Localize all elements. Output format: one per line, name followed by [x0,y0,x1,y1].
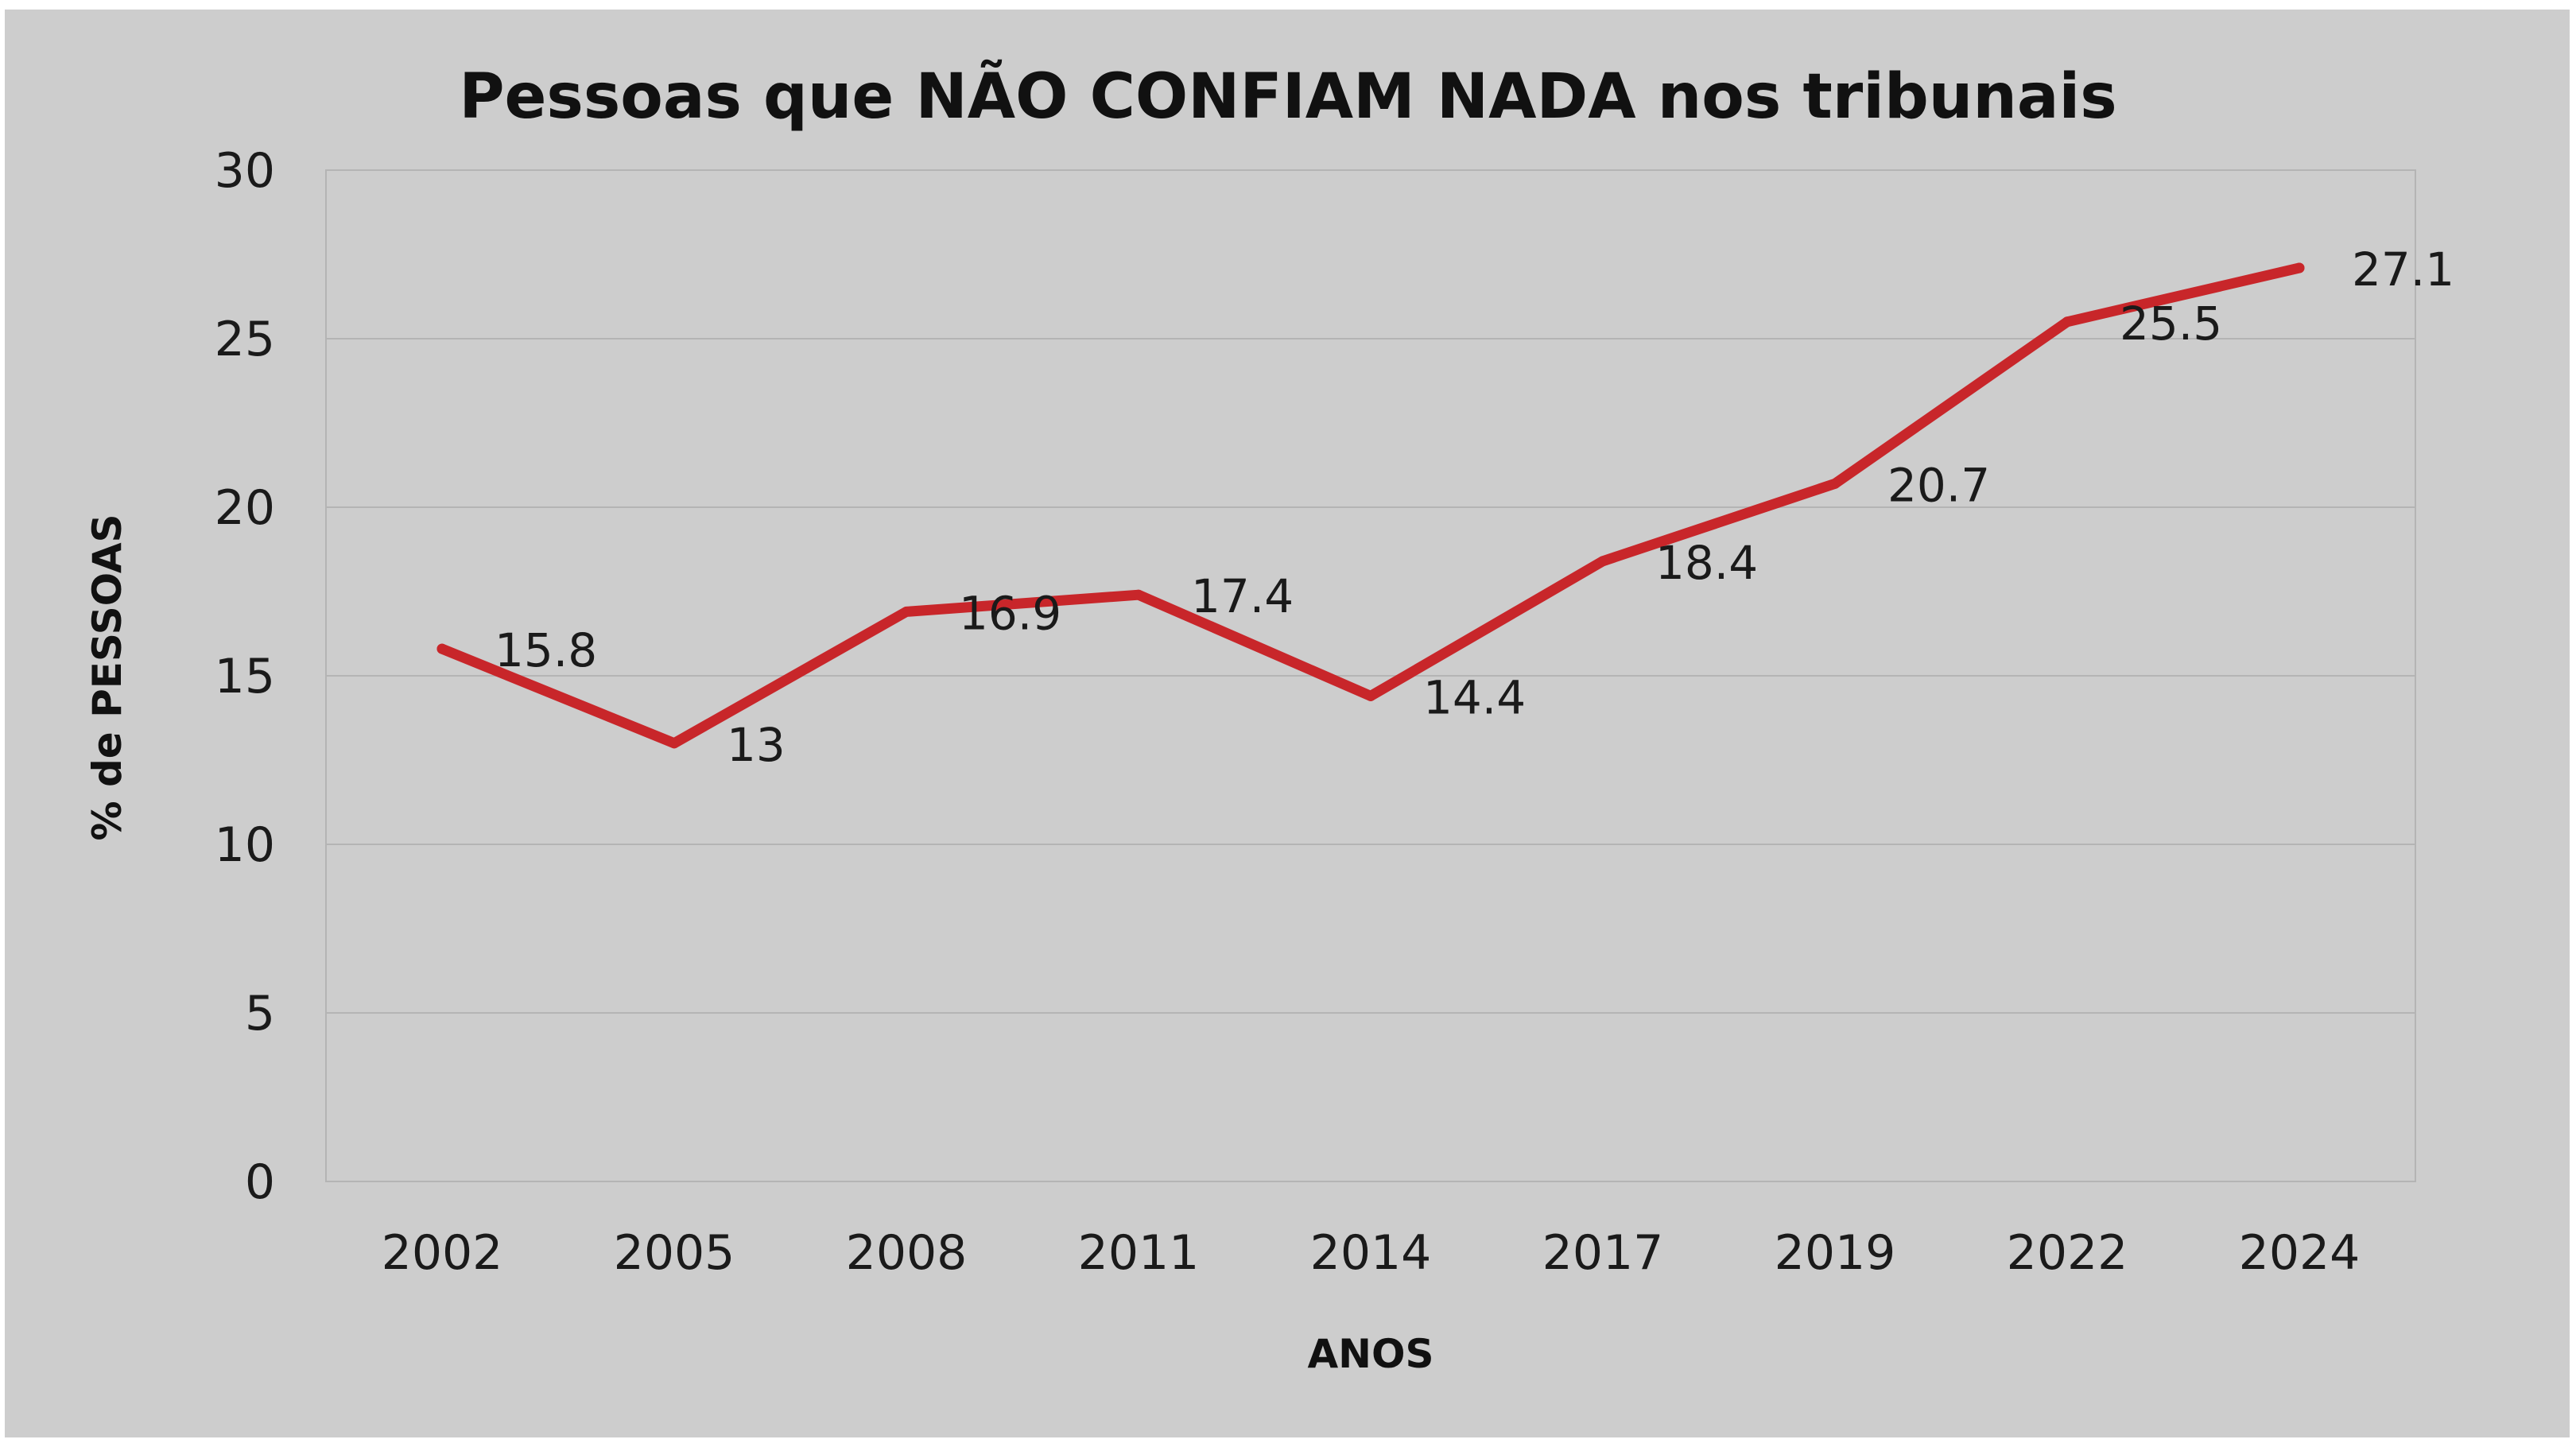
data-point [1133,589,1144,600]
data-point [436,643,448,654]
series [436,262,2305,749]
y-tick-label: 10 [215,817,275,873]
data-point [1597,556,1608,567]
x-tick-label: 2019 [1775,1225,1896,1281]
data-point [901,606,912,617]
x-axis-ticks: 2002 2005 2008 2011 2014 2017 2019 2022 2024 [382,1225,2361,1281]
data-labels: 15.8 13 16.9 17.4 14.4 18.4 20.7 25.5 27.1 [495,242,2454,772]
data-label: 14.4 [1423,670,1526,724]
x-tick-label: 2014 [1310,1225,1432,1281]
x-tick-label: 2022 [2007,1225,2128,1281]
data-label: 17.4 [1191,569,1294,623]
y-tick-label: 30 [215,143,275,199]
data-label: 16.9 [959,586,1061,640]
x-axis-title: ANOS [1307,1331,1433,1377]
x-tick-label: 2002 [382,1225,503,1281]
plot-area [325,169,2416,1182]
y-axis-title: % de PESSOAS [84,514,130,840]
data-point [1365,690,1376,701]
y-axis-ticks: 0 5 10 15 20 25 30 [215,143,275,1210]
data-label: 15.8 [495,623,597,677]
data-label: 27.1 [2352,242,2454,297]
y-tick-label: 5 [245,986,275,1042]
chart-title: Pessoas que NÃO CONFIAM NADA nos tribuna… [459,60,2116,133]
data-label: 13 [727,718,786,772]
x-tick-label: 2008 [846,1225,968,1281]
y-tick-label: 0 [245,1154,275,1210]
x-tick-label: 2005 [614,1225,735,1281]
x-tick-label: 2024 [2239,1225,2361,1281]
data-point [2062,316,2073,328]
data-point [2294,262,2305,273]
chart-background [5,10,2570,1437]
x-tick-label: 2011 [1078,1225,1200,1281]
data-label: 20.7 [1887,458,1990,512]
data-label: 18.4 [1655,536,1758,590]
y-tick-label: 20 [215,480,275,536]
gridlines [326,169,2415,1182]
x-tick-label: 2017 [1542,1225,1664,1281]
y-tick-label: 15 [215,649,275,704]
data-point [1829,478,1841,489]
y-tick-label: 25 [215,312,275,367]
data-label: 25.5 [2120,297,2222,351]
data-point [669,738,680,749]
